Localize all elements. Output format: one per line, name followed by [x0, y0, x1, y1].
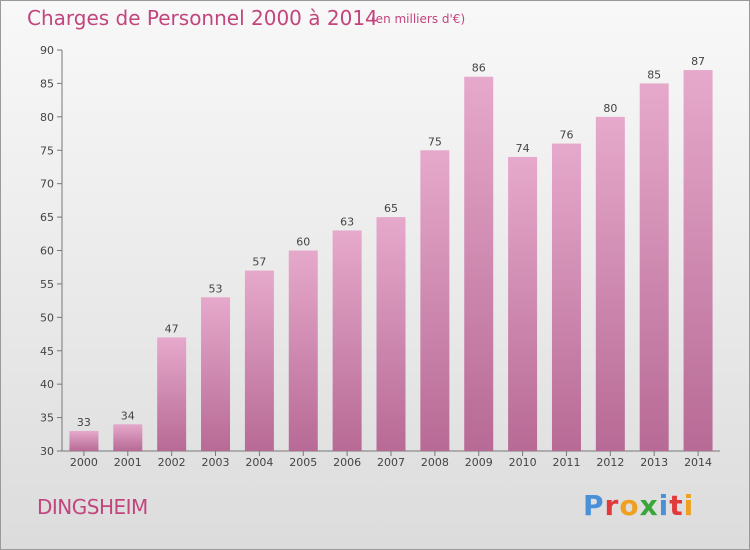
logo-letter: t — [669, 489, 684, 522]
bar — [508, 156, 538, 451]
bar-value-label: 60 — [296, 236, 310, 249]
x-tick-label: 2009 — [465, 456, 493, 469]
x-tick-label: 2012 — [596, 456, 624, 469]
bar — [683, 70, 713, 452]
x-tick-label: 2007 — [377, 456, 405, 469]
chart-title: Charges de Personnel 2000 à 2014 — [27, 6, 378, 30]
y-tick-label: 75 — [40, 144, 54, 157]
bar-value-label: 33 — [77, 416, 91, 429]
x-tick-label: 2013 — [640, 456, 668, 469]
logo-letter: r — [604, 489, 620, 522]
x-tick-label: 2010 — [509, 456, 537, 469]
bar-value-label: 63 — [340, 215, 354, 228]
x-tick-label: 2003 — [202, 456, 230, 469]
bar — [420, 150, 450, 451]
bar-value-label: 80 — [603, 102, 617, 115]
bar — [244, 270, 274, 451]
x-tick-label: 2004 — [245, 456, 273, 469]
y-tick-label: 90 — [40, 44, 54, 57]
bar-value-label: 57 — [252, 256, 266, 269]
bar-value-label: 76 — [559, 129, 573, 142]
logo-letter: x — [639, 489, 659, 522]
chart-subtitle: (en milliers d'€) — [371, 12, 466, 26]
bar-value-label: 65 — [384, 202, 398, 215]
x-tick-label: 2014 — [684, 456, 712, 469]
y-tick-label: 60 — [40, 245, 54, 258]
x-tick-label: 2008 — [421, 456, 449, 469]
y-tick-label: 65 — [40, 211, 54, 224]
bar — [551, 143, 581, 452]
bar-value-label: 87 — [691, 55, 705, 68]
y-tick-label: 70 — [40, 178, 54, 191]
bar — [113, 424, 143, 451]
bar — [69, 430, 99, 451]
proxiti-logo: Proxiti — [583, 489, 694, 522]
y-tick-label: 55 — [40, 278, 54, 291]
bar — [332, 230, 362, 451]
bar-value-label: 34 — [121, 409, 135, 422]
logo-letter: o — [619, 489, 640, 522]
y-tick-label: 80 — [40, 111, 54, 124]
x-tick-label: 2001 — [114, 456, 142, 469]
logo-letter: P — [583, 489, 605, 522]
bar — [595, 116, 625, 451]
bar-value-label: 86 — [472, 62, 486, 75]
logo-letter: i — [658, 489, 670, 522]
x-tick-label: 2011 — [552, 456, 580, 469]
x-tick-label: 2006 — [333, 456, 361, 469]
bar-value-label: 75 — [428, 135, 442, 148]
commune-name: DINGSHEIM — [37, 495, 148, 519]
y-tick-label: 30 — [40, 445, 54, 458]
x-tick-label: 2005 — [289, 456, 317, 469]
bar — [639, 83, 669, 452]
logo-letter: i — [683, 489, 695, 522]
y-tick-label: 40 — [40, 378, 54, 391]
bar-value-label: 53 — [209, 282, 223, 295]
bar-value-label: 47 — [165, 322, 179, 335]
bar-value-label: 85 — [647, 68, 661, 81]
bar — [157, 337, 187, 451]
y-tick-label: 35 — [40, 412, 54, 425]
bar — [288, 250, 318, 451]
y-tick-label: 45 — [40, 345, 54, 358]
bar-value-label: 74 — [516, 142, 530, 155]
x-tick-label: 2002 — [158, 456, 186, 469]
bar — [376, 217, 406, 451]
bar — [464, 76, 494, 451]
y-tick-label: 85 — [40, 77, 54, 90]
bar — [201, 297, 231, 451]
x-tick-label: 2000 — [70, 456, 98, 469]
y-tick-label: 50 — [40, 311, 54, 324]
